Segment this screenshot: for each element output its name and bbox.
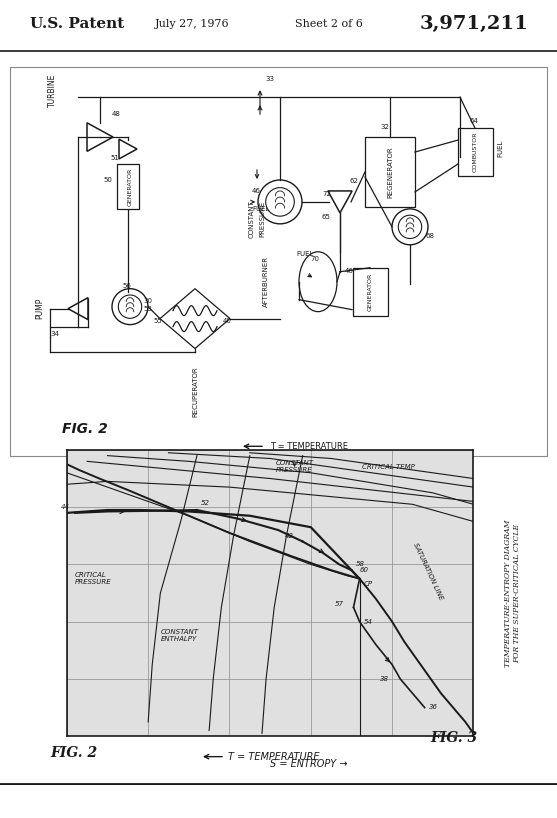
Text: 56: 56 (122, 283, 131, 289)
FancyBboxPatch shape (457, 128, 492, 176)
Text: GENERATOR: GENERATOR (368, 272, 373, 311)
Text: 46: 46 (252, 188, 261, 194)
Text: TURBINE: TURBINE (47, 74, 56, 107)
Text: PRESSURE: PRESSURE (259, 200, 265, 237)
Text: 57: 57 (335, 601, 344, 607)
Text: PUMP: PUMP (36, 298, 45, 319)
Text: FIG. 2: FIG. 2 (50, 746, 97, 760)
Text: 72: 72 (322, 191, 331, 197)
Text: GENERATOR: GENERATOR (128, 168, 133, 206)
Text: FIG. 2: FIG. 2 (62, 422, 108, 436)
Text: 51: 51 (110, 155, 119, 161)
Text: 34: 34 (50, 330, 59, 336)
Text: 33: 33 (265, 76, 274, 82)
Text: CONSTANT
ENTHALPY: CONSTANT ENTHALPY (160, 630, 198, 642)
Text: 50: 50 (103, 177, 112, 183)
Text: COMBUSTOR: COMBUSTOR (472, 132, 477, 173)
Text: T = TEMPERATURE: T = TEMPERATURE (270, 443, 348, 452)
Text: 42: 42 (285, 533, 294, 539)
Text: 38: 38 (380, 676, 389, 682)
Text: U.S. Patent: U.S. Patent (30, 17, 124, 31)
Text: CONSTANT
PRESSURE: CONSTANT PRESSURE (276, 460, 314, 473)
Text: 32: 32 (380, 124, 389, 130)
FancyBboxPatch shape (10, 67, 547, 456)
Text: 36: 36 (429, 704, 438, 710)
Text: Sheet 2 of 6: Sheet 2 of 6 (295, 19, 363, 29)
Text: FIG. 3: FIG. 3 (430, 731, 477, 745)
Text: FUEL: FUEL (497, 140, 503, 157)
Text: 46: 46 (345, 267, 354, 274)
Text: CP: CP (364, 582, 373, 587)
Text: 65: 65 (322, 213, 331, 220)
Text: REGENERATOR: REGENERATOR (387, 146, 393, 198)
Text: S = ENTROPY →: S = ENTROPY → (270, 759, 348, 769)
Text: T = TEMPERATURE: T = TEMPERATURE (228, 752, 320, 762)
Text: 48: 48 (112, 111, 121, 117)
Text: 68: 68 (425, 233, 434, 239)
Text: 44: 44 (61, 504, 70, 510)
Text: CRITICAL
PRESSURE: CRITICAL PRESSURE (75, 573, 111, 585)
Text: 52: 52 (201, 500, 210, 506)
Text: SATURATION LINE: SATURATION LINE (413, 542, 444, 600)
Text: 64: 64 (470, 118, 479, 124)
Text: FUEL: FUEL (296, 251, 314, 257)
Text: FUEL: FUEL (252, 206, 270, 212)
Text: 54: 54 (364, 618, 373, 625)
Text: 55: 55 (153, 317, 162, 324)
Text: 3,971,211: 3,971,211 (420, 15, 529, 33)
FancyBboxPatch shape (117, 164, 139, 209)
FancyBboxPatch shape (365, 137, 415, 207)
Text: July 27, 1976: July 27, 1976 (155, 19, 229, 29)
Text: 70: 70 (310, 256, 319, 262)
Text: CONSTANT: CONSTANT (249, 200, 255, 238)
FancyBboxPatch shape (353, 267, 388, 316)
Text: 60: 60 (360, 567, 369, 573)
Text: 53: 53 (143, 306, 152, 312)
Text: CRITICAL TEMP: CRITICAL TEMP (361, 465, 414, 470)
Text: TEMPERATURE-ENTROPY DIAGRAM
FOR THE SUPER-CRITICAL CYCLE: TEMPERATURE-ENTROPY DIAGRAM FOR THE SUPE… (504, 519, 521, 667)
Text: 30: 30 (143, 298, 152, 303)
Text: 62: 62 (350, 178, 359, 184)
Text: 58: 58 (355, 561, 364, 568)
Text: 40: 40 (223, 317, 232, 324)
Text: RECUPERATOR: RECUPERATOR (192, 366, 198, 417)
Text: AFTERBURNER: AFTERBURNER (263, 256, 269, 308)
